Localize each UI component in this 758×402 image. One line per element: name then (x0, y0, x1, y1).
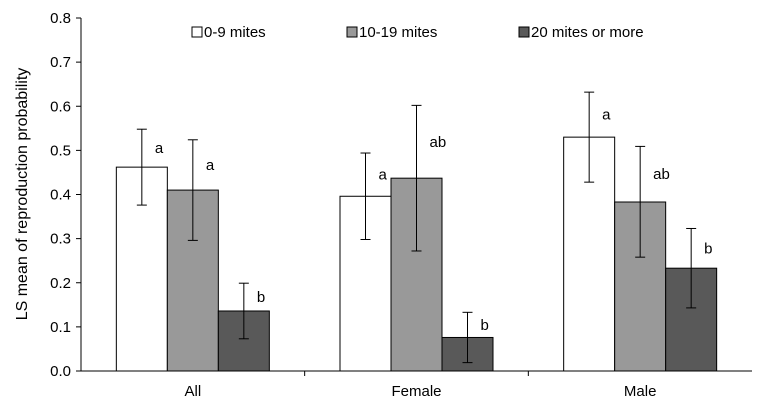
legend-swatch (191, 26, 203, 38)
y-tick-label: 0.3 (50, 231, 71, 248)
legend-label: 0-9 mites (204, 24, 266, 41)
y-tick-label: 0.1 (50, 319, 71, 336)
y-tick-label: 0.7 (50, 54, 71, 71)
plot-area: 0.00.10.20.30.40.50.60.70.8AllaabFemalea… (50, 10, 752, 400)
legend-label: 20 mites or more (531, 24, 644, 41)
y-tick-label: 0.2 (50, 275, 71, 292)
y-tick-label: 0.6 (50, 98, 71, 115)
legend: 0-9 mites 10-19 mites 20 mites or more (191, 24, 644, 41)
x-tick-label: Female (391, 383, 441, 400)
y-tick-label: 0.8 (50, 10, 71, 27)
significance-label: b (257, 289, 265, 306)
legend-swatch (346, 26, 358, 38)
significance-label: a (379, 167, 388, 184)
significance-label: a (206, 157, 215, 174)
legend-label: 10-19 mites (359, 24, 437, 41)
x-tick-label: All (184, 383, 201, 400)
significance-label: ab (653, 166, 670, 183)
x-tick-label: Male (624, 383, 657, 400)
significance-label: ab (430, 134, 447, 151)
legend-swatch (518, 26, 530, 38)
y-tick-label: 0.0 (50, 363, 71, 380)
significance-label: b (704, 240, 712, 257)
significance-label: b (481, 317, 489, 334)
significance-label: a (155, 140, 164, 157)
y-axis-label: LS mean of reproduction probability (14, 68, 31, 321)
y-tick-label: 0.4 (50, 187, 71, 204)
y-tick-label: 0.5 (50, 142, 71, 159)
significance-label: a (602, 107, 611, 124)
